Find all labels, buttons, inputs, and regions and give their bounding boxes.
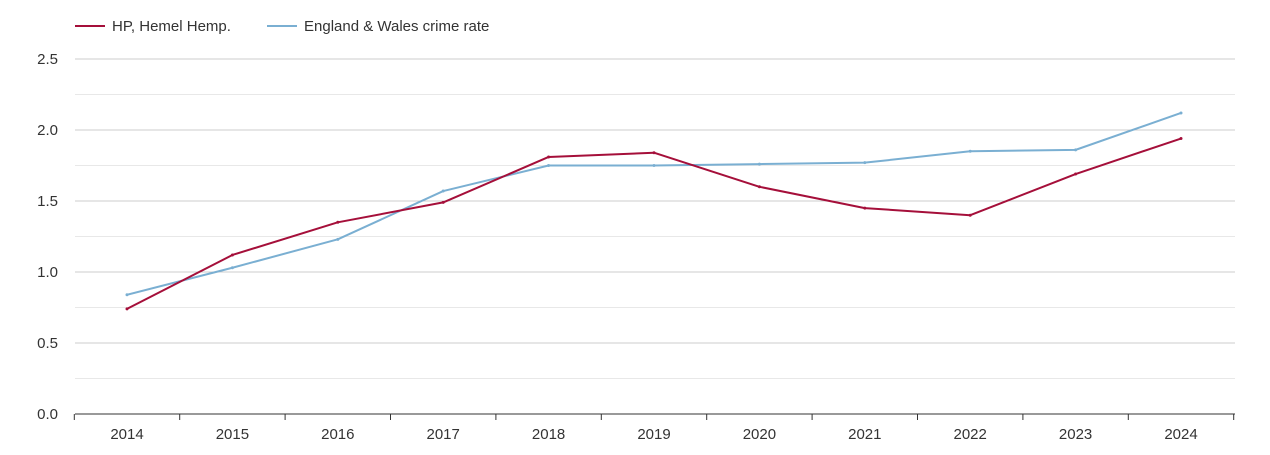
x-tick-label: 2021	[848, 426, 881, 443]
data-point	[1074, 148, 1078, 152]
legend-label: England & Wales crime rate	[304, 18, 489, 35]
data-point	[230, 253, 234, 257]
data-point	[230, 266, 234, 270]
x-tick-label: 2020	[743, 426, 776, 443]
axis-layer: 0.0 0.5 1.0 1.5 2.0 2.5 2014 2015 2016 2017 2018 20…	[37, 51, 1235, 443]
y-tick-label: 2.5	[37, 51, 58, 68]
data-point	[1179, 137, 1183, 141]
x-tick-label: 2015	[216, 426, 249, 443]
y-tick-label: 0.5	[37, 335, 58, 352]
legend-item[interactable]: England & Wales crime rate	[267, 18, 489, 35]
series-layer	[125, 111, 1183, 311]
data-point	[125, 293, 129, 297]
y-tick-label: 0.0	[37, 406, 58, 423]
data-point	[125, 307, 129, 311]
x-tick-label: 2014	[110, 426, 143, 443]
data-point	[757, 185, 761, 189]
x-tick-label: 2018	[532, 426, 565, 443]
x-tick-label: 2022	[954, 426, 987, 443]
data-point	[441, 200, 445, 204]
series-line-england-wales	[126, 111, 1182, 296]
data-point	[1074, 172, 1078, 176]
legend-label: HP, Hemel Hemp.	[112, 18, 231, 35]
data-point	[547, 164, 551, 167]
data-point	[547, 155, 551, 159]
data-point	[441, 189, 445, 193]
data-point	[336, 237, 340, 241]
x-tick-label: 2017	[427, 426, 460, 443]
data-point	[757, 162, 761, 166]
data-point	[652, 151, 656, 155]
x-tick-label: 2019	[637, 426, 670, 443]
data-point	[968, 213, 972, 217]
x-tick-label: 2016	[321, 426, 354, 443]
data-point	[863, 161, 867, 165]
data-point	[1179, 111, 1183, 115]
data-point	[968, 149, 972, 153]
legend-item[interactable]: HP, Hemel Hemp.	[75, 18, 231, 35]
x-tick-label: 2023	[1059, 426, 1092, 443]
data-point	[652, 164, 656, 167]
y-tick-label: 1.5	[37, 193, 58, 210]
x-tick-label: 2024	[1164, 426, 1197, 443]
legend: HP, Hemel Hemp. England & Wales crime rat…	[75, 18, 489, 35]
data-point	[336, 220, 340, 224]
grid-layer	[75, 58, 1235, 379]
data-point	[863, 206, 867, 210]
y-tick-label: 2.0	[37, 122, 58, 139]
y-tick-label: 1.0	[37, 264, 58, 281]
